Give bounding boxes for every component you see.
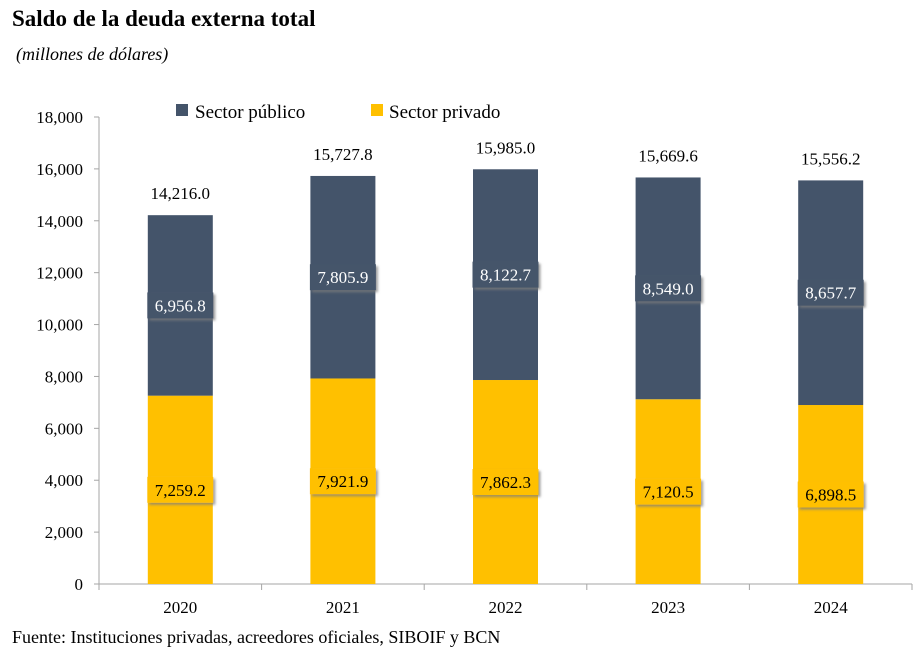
value-label-publico-2020: 6,956.8 [147, 292, 214, 319]
value-label-text: 7,120.5 [643, 483, 694, 502]
legend-swatch-privado [371, 104, 383, 116]
value-label-text: 7,805.9 [317, 268, 368, 287]
value-label-publico-2023: 8,549.0 [635, 275, 702, 302]
value-label-privado-2020: 7,259.2 [147, 476, 214, 503]
value-label-box [147, 292, 214, 319]
value-label-box [147, 476, 214, 503]
value-label-box [309, 264, 376, 291]
bars [147, 169, 864, 584]
x-tick-label: 2023 [651, 598, 685, 617]
data-labels: 14,216.0 6,956.8 7,259.2 15,727.8 7,805.9 7,9… [147, 138, 864, 508]
value-label-text: 7,862.3 [480, 473, 531, 492]
y-tick-label: 12,000 [36, 264, 83, 283]
y-tick-label: 14,000 [36, 212, 83, 231]
x-tick-label: 2021 [326, 598, 360, 617]
chart-title: Saldo de la deuda externa total [12, 6, 316, 31]
total-label-2021: 15,727.8 [313, 145, 373, 164]
legend-label-publico: Sector público [195, 102, 305, 123]
y-tick-label: 4,000 [45, 471, 83, 490]
value-label-box [472, 469, 539, 496]
value-label-box [635, 478, 702, 505]
value-label-privado-2021: 7,921.9 [309, 468, 376, 495]
axes: 0 2,000 4,000 6,000 8,000 10,000 12,000 14,000 1… [36, 108, 913, 617]
value-label-publico-2022: 8,122.7 [472, 261, 539, 288]
value-label-privado-2022: 7,862.3 [472, 469, 539, 496]
value-label-box [309, 468, 376, 495]
total-label-2024: 15,556.2 [801, 149, 861, 168]
value-label-text: 7,921.9 [317, 472, 368, 491]
y-tick-label: 10,000 [36, 316, 83, 335]
chart-subtitle: (millones de dólares) [16, 44, 169, 64]
y-tick-label: 6,000 [45, 419, 83, 438]
x-tick-label: 2020 [163, 598, 197, 617]
value-label-box [635, 275, 702, 302]
value-label-publico-2024: 8,657.7 [797, 279, 864, 306]
legend-label-privado: Sector privado [389, 102, 500, 123]
chart-source: Fuente: Instituciones privadas, acreedor… [12, 627, 501, 647]
y-tick-label: 18,000 [36, 108, 83, 127]
y-tick-label: 8,000 [45, 367, 83, 386]
value-label-text: 7,259.2 [155, 481, 206, 500]
value-label-privado-2024: 6,898.5 [797, 481, 864, 508]
value-label-privado-2023: 7,120.5 [635, 478, 702, 505]
value-label-publico-2021: 7,805.9 [309, 264, 376, 291]
value-label-text: 8,122.7 [480, 266, 532, 285]
y-tick-label: 2,000 [45, 523, 83, 542]
legend-swatch-publico [176, 104, 188, 116]
legend: Sector público Sector privado [176, 102, 500, 123]
total-label-2023: 15,669.6 [638, 146, 698, 165]
value-label-box [472, 261, 539, 288]
total-label-2020: 14,216.0 [151, 184, 211, 203]
x-tick-label: 2022 [489, 598, 523, 617]
value-label-text: 8,549.0 [643, 279, 694, 298]
total-label-2022: 15,985.0 [476, 138, 536, 157]
value-label-text: 6,956.8 [155, 296, 206, 315]
value-label-box [797, 481, 864, 508]
x-tick-label: 2024 [814, 598, 849, 617]
y-tick-label: 16,000 [36, 160, 83, 179]
value-label-box [797, 279, 864, 306]
value-label-text: 6,898.5 [805, 486, 856, 505]
value-label-text: 8,657.7 [805, 284, 857, 303]
y-tick-label: 0 [75, 575, 84, 594]
